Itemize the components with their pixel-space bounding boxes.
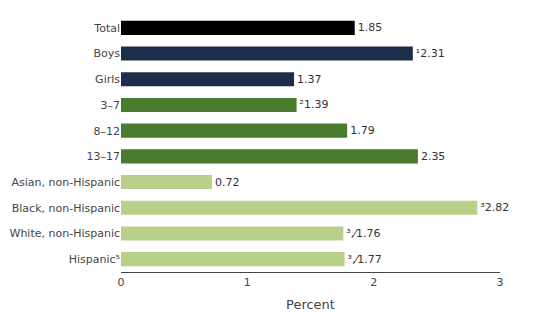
svg-text:Asian, non-Hispanic: Asian, non-Hispanic — [11, 176, 120, 189]
svg-text:White, non-Hispanic: White, non-Hispanic — [10, 227, 120, 240]
svg-text:0.72: 0.72 — [215, 176, 240, 189]
svg-text:2: 2 — [370, 276, 377, 289]
svg-text:Percent: Percent — [286, 297, 335, 312]
svg-text:³,⁄1.77: ³,⁄1.77 — [348, 253, 382, 266]
svg-text:3: 3 — [497, 276, 504, 289]
svg-text:¹2.31: ¹2.31 — [416, 47, 445, 60]
svg-text:1.37: 1.37 — [297, 73, 322, 86]
svg-text:Hispanic⁵: Hispanic⁵ — [69, 253, 120, 266]
svg-text:13–17: 13–17 — [87, 150, 121, 163]
svg-text:0: 0 — [118, 276, 125, 289]
svg-text:3–7: 3–7 — [101, 99, 121, 112]
svg-text:1: 1 — [244, 276, 251, 289]
svg-text:Girls: Girls — [95, 73, 120, 86]
svg-text:Black, non-Hispanic: Black, non-Hispanic — [12, 202, 120, 215]
svg-text:³2.82: ³2.82 — [480, 201, 509, 214]
svg-text:8–12: 8–12 — [94, 124, 121, 137]
svg-text:³,⁄1.76: ³,⁄1.76 — [346, 227, 380, 240]
svg-text:²1.39: ²1.39 — [300, 98, 329, 111]
svg-text:Total: Total — [93, 22, 120, 35]
svg-text:1.85: 1.85 — [358, 21, 383, 34]
svg-text:1.79: 1.79 — [350, 124, 375, 137]
svg-text:Boys: Boys — [93, 47, 120, 60]
svg-text:2.35: 2.35 — [421, 150, 446, 163]
